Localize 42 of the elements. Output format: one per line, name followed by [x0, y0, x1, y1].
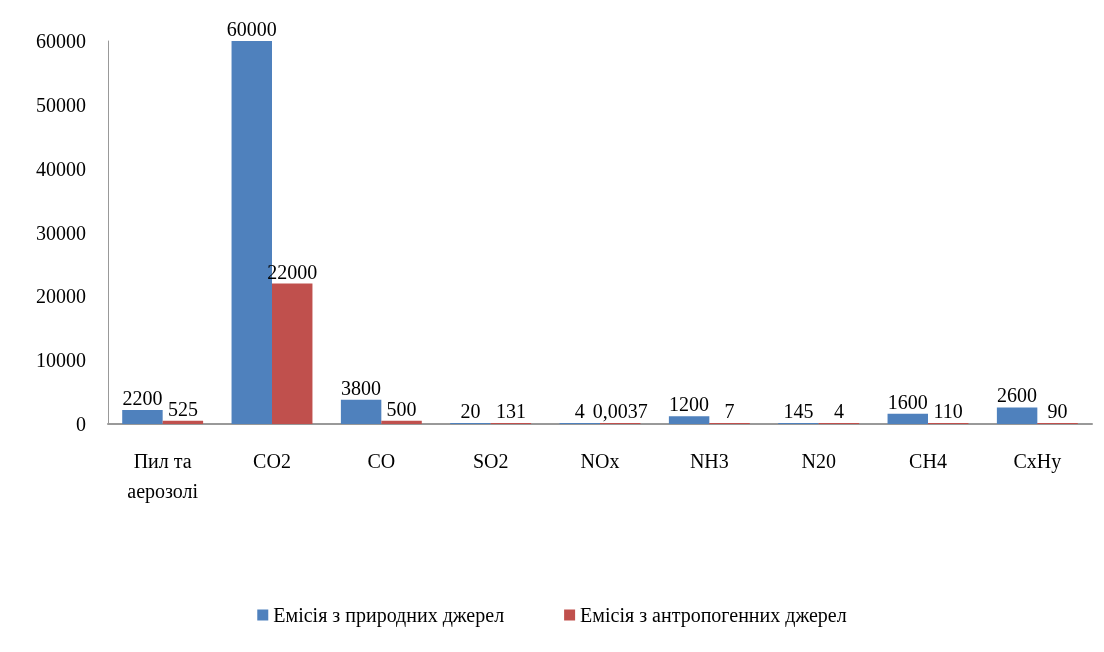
data-label: 131 [495, 400, 526, 422]
bar [340, 399, 382, 424]
data-label: 60000 [226, 18, 277, 40]
x-tick-label: CO [367, 450, 396, 472]
y-tick-label: 50000 [36, 93, 86, 116]
data-label: 20 [460, 400, 481, 422]
data-label: 4 [833, 400, 844, 422]
data-label: 1200 [669, 393, 710, 416]
bar [122, 409, 163, 424]
legend-label: Емісія з природних джерел [273, 604, 505, 627]
data-label: 4 [574, 400, 585, 422]
bar [887, 413, 928, 424]
data-label: 2200 [122, 386, 163, 409]
bar [272, 283, 313, 424]
x-tick-label: CxHy [1013, 450, 1062, 473]
data-label: 7 [724, 400, 735, 422]
data-label: 110 [933, 400, 963, 422]
bar [996, 407, 1038, 424]
data-label: 500 [386, 397, 417, 420]
data-label: 0,0037 [592, 400, 648, 422]
x-tick-label: N20 [801, 450, 836, 472]
y-tick-label: 0 [76, 413, 86, 435]
data-label: 525 [167, 397, 198, 420]
bar [381, 420, 422, 424]
x-tick-label: NOx [580, 450, 620, 472]
x-tick-label: CO2 [253, 450, 291, 472]
y-tick-label: 30000 [36, 221, 86, 244]
x-tick-label: NH3 [689, 450, 729, 472]
x-tick-label: SO2 [472, 450, 509, 472]
data-label: 145 [783, 400, 814, 422]
y-tick-label: 60000 [36, 30, 86, 52]
data-label: 1600 [887, 390, 928, 413]
legend-label: Емісія з антропогенних джерел [580, 604, 847, 627]
y-tick-label: 10000 [36, 349, 86, 372]
data-label: 3800 [341, 376, 382, 399]
x-tick-label: CH4 [909, 450, 947, 472]
y-tick-label: 20000 [36, 285, 86, 308]
y-tick-label: 40000 [36, 157, 86, 180]
data-label: 90 [1047, 400, 1068, 422]
data-label: 2600 [997, 384, 1038, 407]
bar [668, 416, 710, 424]
x-tick-label: Пил та аерозолі [127, 450, 199, 503]
